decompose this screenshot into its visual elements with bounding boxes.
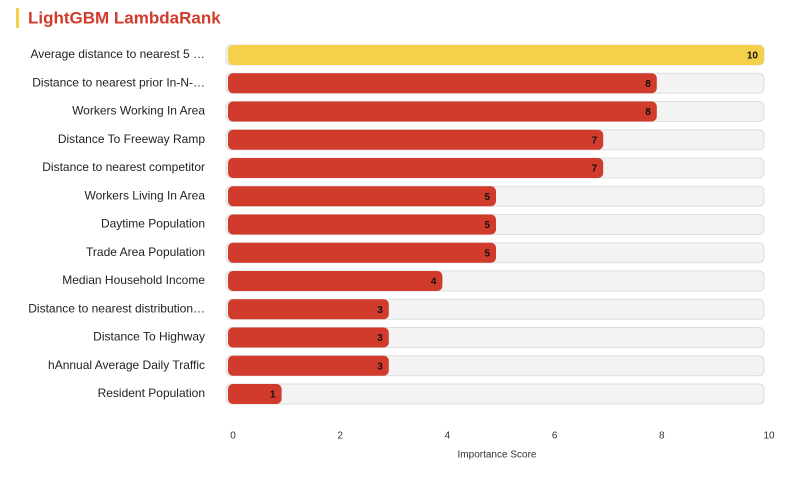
y-tick-label: Distance to nearest distribution…: [28, 301, 205, 315]
value-label: 3: [377, 361, 383, 372]
value-label: 10: [747, 51, 759, 62]
x-tick-label: 2: [337, 431, 343, 442]
bar: [228, 355, 389, 376]
y-tick-label: Daytime Population: [101, 217, 205, 231]
y-tick-label: Average distance to nearest 5 …: [30, 47, 205, 61]
x-tick-label: 0: [230, 431, 236, 442]
bar: [228, 384, 282, 404]
y-tick-label: hAnnual Average Daily Traffic: [48, 358, 205, 372]
y-tick-label: Distance To Freeway Ramp: [58, 132, 205, 146]
value-label: 7: [592, 164, 598, 175]
bar: [228, 158, 604, 178]
value-label: 4: [431, 277, 437, 288]
bar: [228, 129, 604, 150]
y-tick-label: Workers Living In Area: [85, 188, 206, 202]
value-label: 3: [377, 305, 383, 316]
value-label: 8: [645, 107, 651, 118]
bar: [228, 101, 657, 122]
bar: [228, 214, 496, 235]
y-tick-label: Median Household Income: [62, 273, 205, 287]
y-tick-label: Workers Working In Area: [72, 104, 205, 118]
bar: [228, 299, 389, 320]
x-axis-title: Importance Score: [458, 450, 537, 461]
bar-track: [225, 383, 765, 405]
value-label: 1: [270, 390, 276, 401]
bar: [228, 186, 496, 207]
value-label: 3: [377, 333, 383, 344]
value-label: 5: [484, 192, 490, 203]
value-label: 5: [484, 220, 490, 231]
value-label: 8: [645, 79, 651, 90]
bar: [228, 45, 764, 65]
x-tick-label: 10: [763, 431, 775, 442]
bar: [228, 73, 657, 94]
x-tick-label: 6: [552, 431, 558, 442]
chart-title: LightGBM LambdaRank: [28, 8, 221, 27]
y-tick-label: Resident Population: [98, 386, 205, 400]
bar: [228, 327, 389, 348]
y-tick-label: Distance to nearest prior In-N-…: [32, 75, 205, 89]
title-accent: [16, 8, 19, 28]
y-tick-label: Distance To Highway: [93, 330, 205, 344]
bar: [228, 242, 496, 263]
bar: [228, 271, 443, 291]
y-tick-label: Trade Area Population: [86, 245, 205, 259]
value-label: 7: [592, 135, 598, 146]
x-tick-label: 4: [445, 431, 451, 442]
value-label: 5: [484, 248, 490, 259]
x-tick-label: 8: [659, 431, 665, 442]
y-tick-label: Distance to nearest competitor: [42, 160, 205, 174]
